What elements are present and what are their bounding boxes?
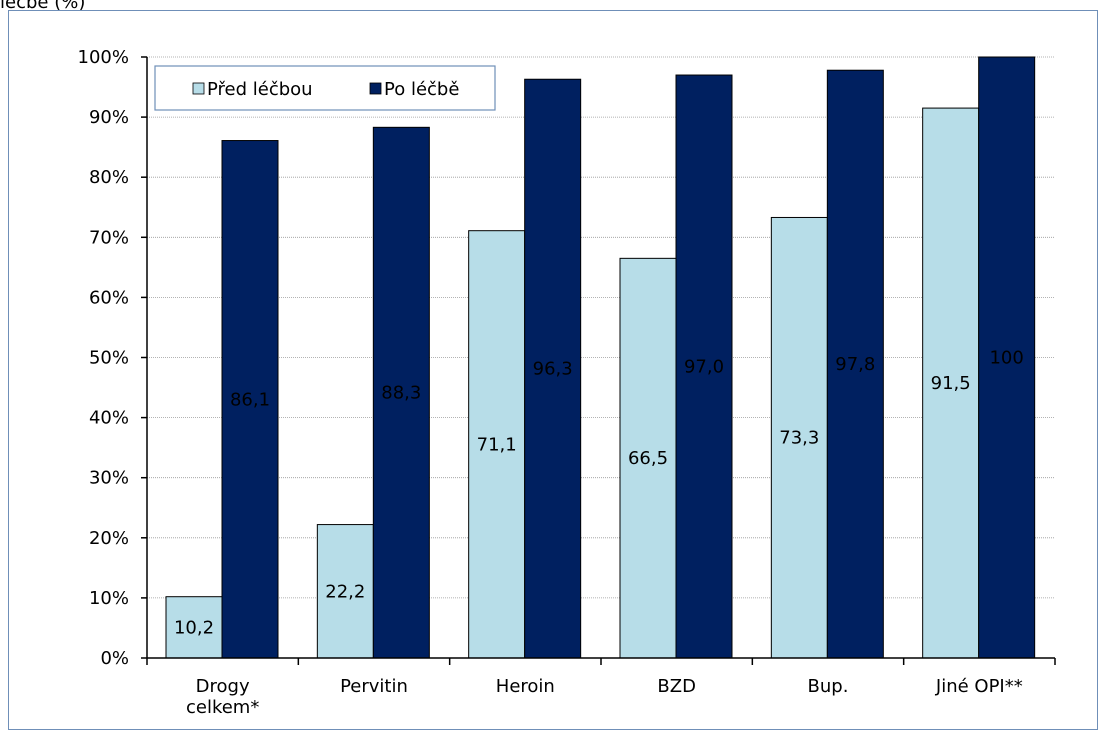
data-label: 100 xyxy=(989,348,1023,369)
y-tick-label: 60% xyxy=(89,287,129,308)
x-tick-label: Jiné OPI** xyxy=(935,676,1023,697)
y-tick-label: 80% xyxy=(89,167,129,188)
y-tick-label: 20% xyxy=(89,528,129,549)
data-label: 97,8 xyxy=(835,354,875,375)
bar xyxy=(826,69,884,659)
data-label: 91,5 xyxy=(931,373,971,394)
data-label: 10,2 xyxy=(174,617,214,638)
y-tick-label: 0% xyxy=(100,648,129,669)
y-tick-label: 50% xyxy=(89,348,129,369)
legend-label: Před léčbou xyxy=(207,79,313,100)
bar xyxy=(675,74,733,659)
legend-label: Po léčbě xyxy=(384,79,459,100)
x-tick-label: Bup. xyxy=(808,676,849,697)
x-tick-label: Heroin xyxy=(496,676,555,697)
data-label: 66,5 xyxy=(628,448,668,469)
y-tick-label: 70% xyxy=(89,227,129,248)
bar xyxy=(770,216,828,659)
data-label: 96,3 xyxy=(533,359,573,380)
data-label: 22,2 xyxy=(325,581,365,602)
bar xyxy=(165,596,223,659)
y-tick-label: 10% xyxy=(89,588,129,609)
bar xyxy=(524,78,582,659)
legend-box xyxy=(154,65,496,111)
data-label: 88,3 xyxy=(381,383,421,404)
x-tick-label: Pervitin xyxy=(340,676,408,697)
y-tick-label: 90% xyxy=(89,107,129,128)
bar xyxy=(468,230,526,659)
x-tick-label: celkem* xyxy=(186,697,259,718)
bar xyxy=(316,524,374,659)
data-label: 97,0 xyxy=(684,357,724,378)
bar xyxy=(978,56,1036,659)
bar xyxy=(372,126,430,659)
y-tick-label: 100% xyxy=(78,47,129,68)
y-tick-label: 30% xyxy=(89,468,129,489)
x-tick-label: Drogy xyxy=(196,676,250,697)
chart-caption: léčbě (%) xyxy=(0,0,86,13)
x-tick-label: BZD xyxy=(657,676,696,697)
data-label: 73,3 xyxy=(779,428,819,449)
legend-swatch xyxy=(369,82,382,95)
y-tick-label: 40% xyxy=(89,408,129,429)
data-label: 71,1 xyxy=(477,434,517,455)
data-label: 86,1 xyxy=(230,389,270,410)
legend-swatch xyxy=(192,82,205,95)
bar xyxy=(922,107,980,659)
bar xyxy=(221,140,279,659)
